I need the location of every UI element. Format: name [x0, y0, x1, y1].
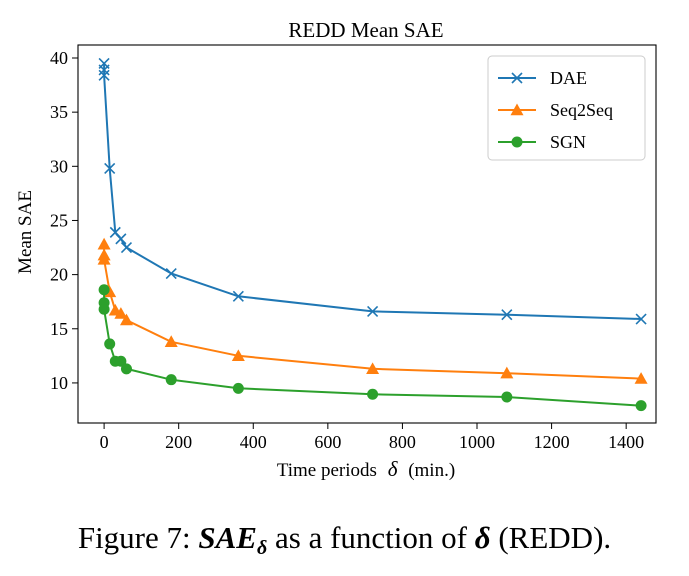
x-axis-label: Time periods δ (min.) [277, 457, 455, 481]
y-tick-label: 20 [50, 265, 68, 285]
data-point-dae [98, 64, 110, 76]
data-point-seq2seq [231, 349, 245, 362]
data-point-dae [115, 233, 127, 245]
data-point-dae [501, 309, 513, 321]
data-point-sgn [120, 363, 132, 375]
data-point-dae [367, 305, 379, 318]
x-tick-label: 1200 [534, 432, 570, 452]
chart: REDD Mean SAE 0 200 400 600 800 1000 1200 1400 … [15, 18, 657, 481]
legend-marker-dae [511, 72, 523, 84]
plot-frame [77, 44, 657, 424]
legend-marker-sgn [511, 136, 523, 148]
data-point-seq2seq [164, 335, 178, 347]
data-point-sgn [635, 400, 647, 412]
series-sgn [98, 284, 647, 412]
figure-caption: Figure 7: SAEδ as a function of δ (REDD)… [0, 520, 689, 560]
y-tick-label: 10 [50, 373, 68, 393]
data-point-dae [104, 162, 116, 175]
series-dae [98, 57, 647, 325]
data-point-seq2seq [366, 362, 380, 375]
caption-middle: as a function of [275, 520, 467, 555]
y-tick-label: 40 [50, 48, 68, 68]
caption-prefix: Figure 7: [77, 520, 191, 555]
x-tick-label: 1400 [608, 432, 644, 452]
x-axis: 0 200 400 600 800 1000 1200 1400 [100, 423, 644, 452]
data-point-seq2seq [97, 252, 111, 265]
x-tick-label: 200 [165, 432, 192, 452]
data-point-sgn [104, 338, 116, 350]
y-tick-label: 15 [50, 319, 68, 339]
data-point-seq2seq [500, 366, 514, 379]
data-point-dae [165, 267, 177, 280]
data-point-seq2seq [97, 237, 111, 250]
y-tick-label: 30 [50, 156, 68, 176]
data-point-sgn [98, 284, 110, 296]
plot-area [77, 44, 657, 424]
data-point-sgn [232, 382, 244, 394]
series-line-sgn [103, 289, 642, 407]
data-point-dae [98, 69, 110, 81]
y-tick-label: 25 [50, 210, 68, 230]
x-axis-label-unit: (min.) [408, 460, 455, 481]
x-tick-label: 1000 [459, 432, 495, 452]
data-point-seq2seq [119, 313, 133, 326]
legend-label-dae: DAE [550, 68, 587, 88]
y-tick-label: 35 [50, 102, 68, 122]
x-axis-label-text: Time periods [277, 460, 377, 481]
data-point-dae [232, 290, 244, 302]
data-point-sgn [165, 374, 177, 386]
data-point-seq2seq [114, 307, 128, 319]
y-axis-label: Mean SAE [15, 190, 36, 274]
data-point-dae [120, 241, 133, 254]
x-tick-label: 800 [389, 432, 416, 452]
legend: DAE Seq2Seq SGN [487, 55, 646, 161]
legend-box [487, 55, 646, 161]
data-point-sgn [367, 388, 379, 400]
x-tick-label: 600 [314, 432, 341, 452]
x-tick-label: 0 [100, 432, 109, 452]
series-layer [97, 57, 648, 412]
y-axis: 10 15 20 25 30 35 40 [50, 48, 78, 393]
caption-math-subscript: δ [257, 537, 268, 559]
caption-suffix: (REDD). [498, 520, 612, 555]
caption-math-sae: SAE [198, 520, 257, 555]
caption-math-delta: δ [474, 520, 491, 555]
x-axis-label-symbol: δ [388, 457, 399, 481]
legend-label-sgn: SGN [550, 132, 586, 152]
chart-title: REDD Mean SAE [288, 18, 443, 42]
data-point-dae [635, 313, 647, 325]
data-point-sgn [98, 303, 110, 315]
legend-marker-seq2seq [510, 103, 524, 116]
x-tick-label: 400 [240, 432, 267, 452]
data-point-sgn [115, 355, 127, 367]
legend-label-seq2seq: Seq2Seq [550, 100, 613, 120]
data-point-sgn [501, 391, 513, 403]
data-point-seq2seq [634, 372, 648, 384]
